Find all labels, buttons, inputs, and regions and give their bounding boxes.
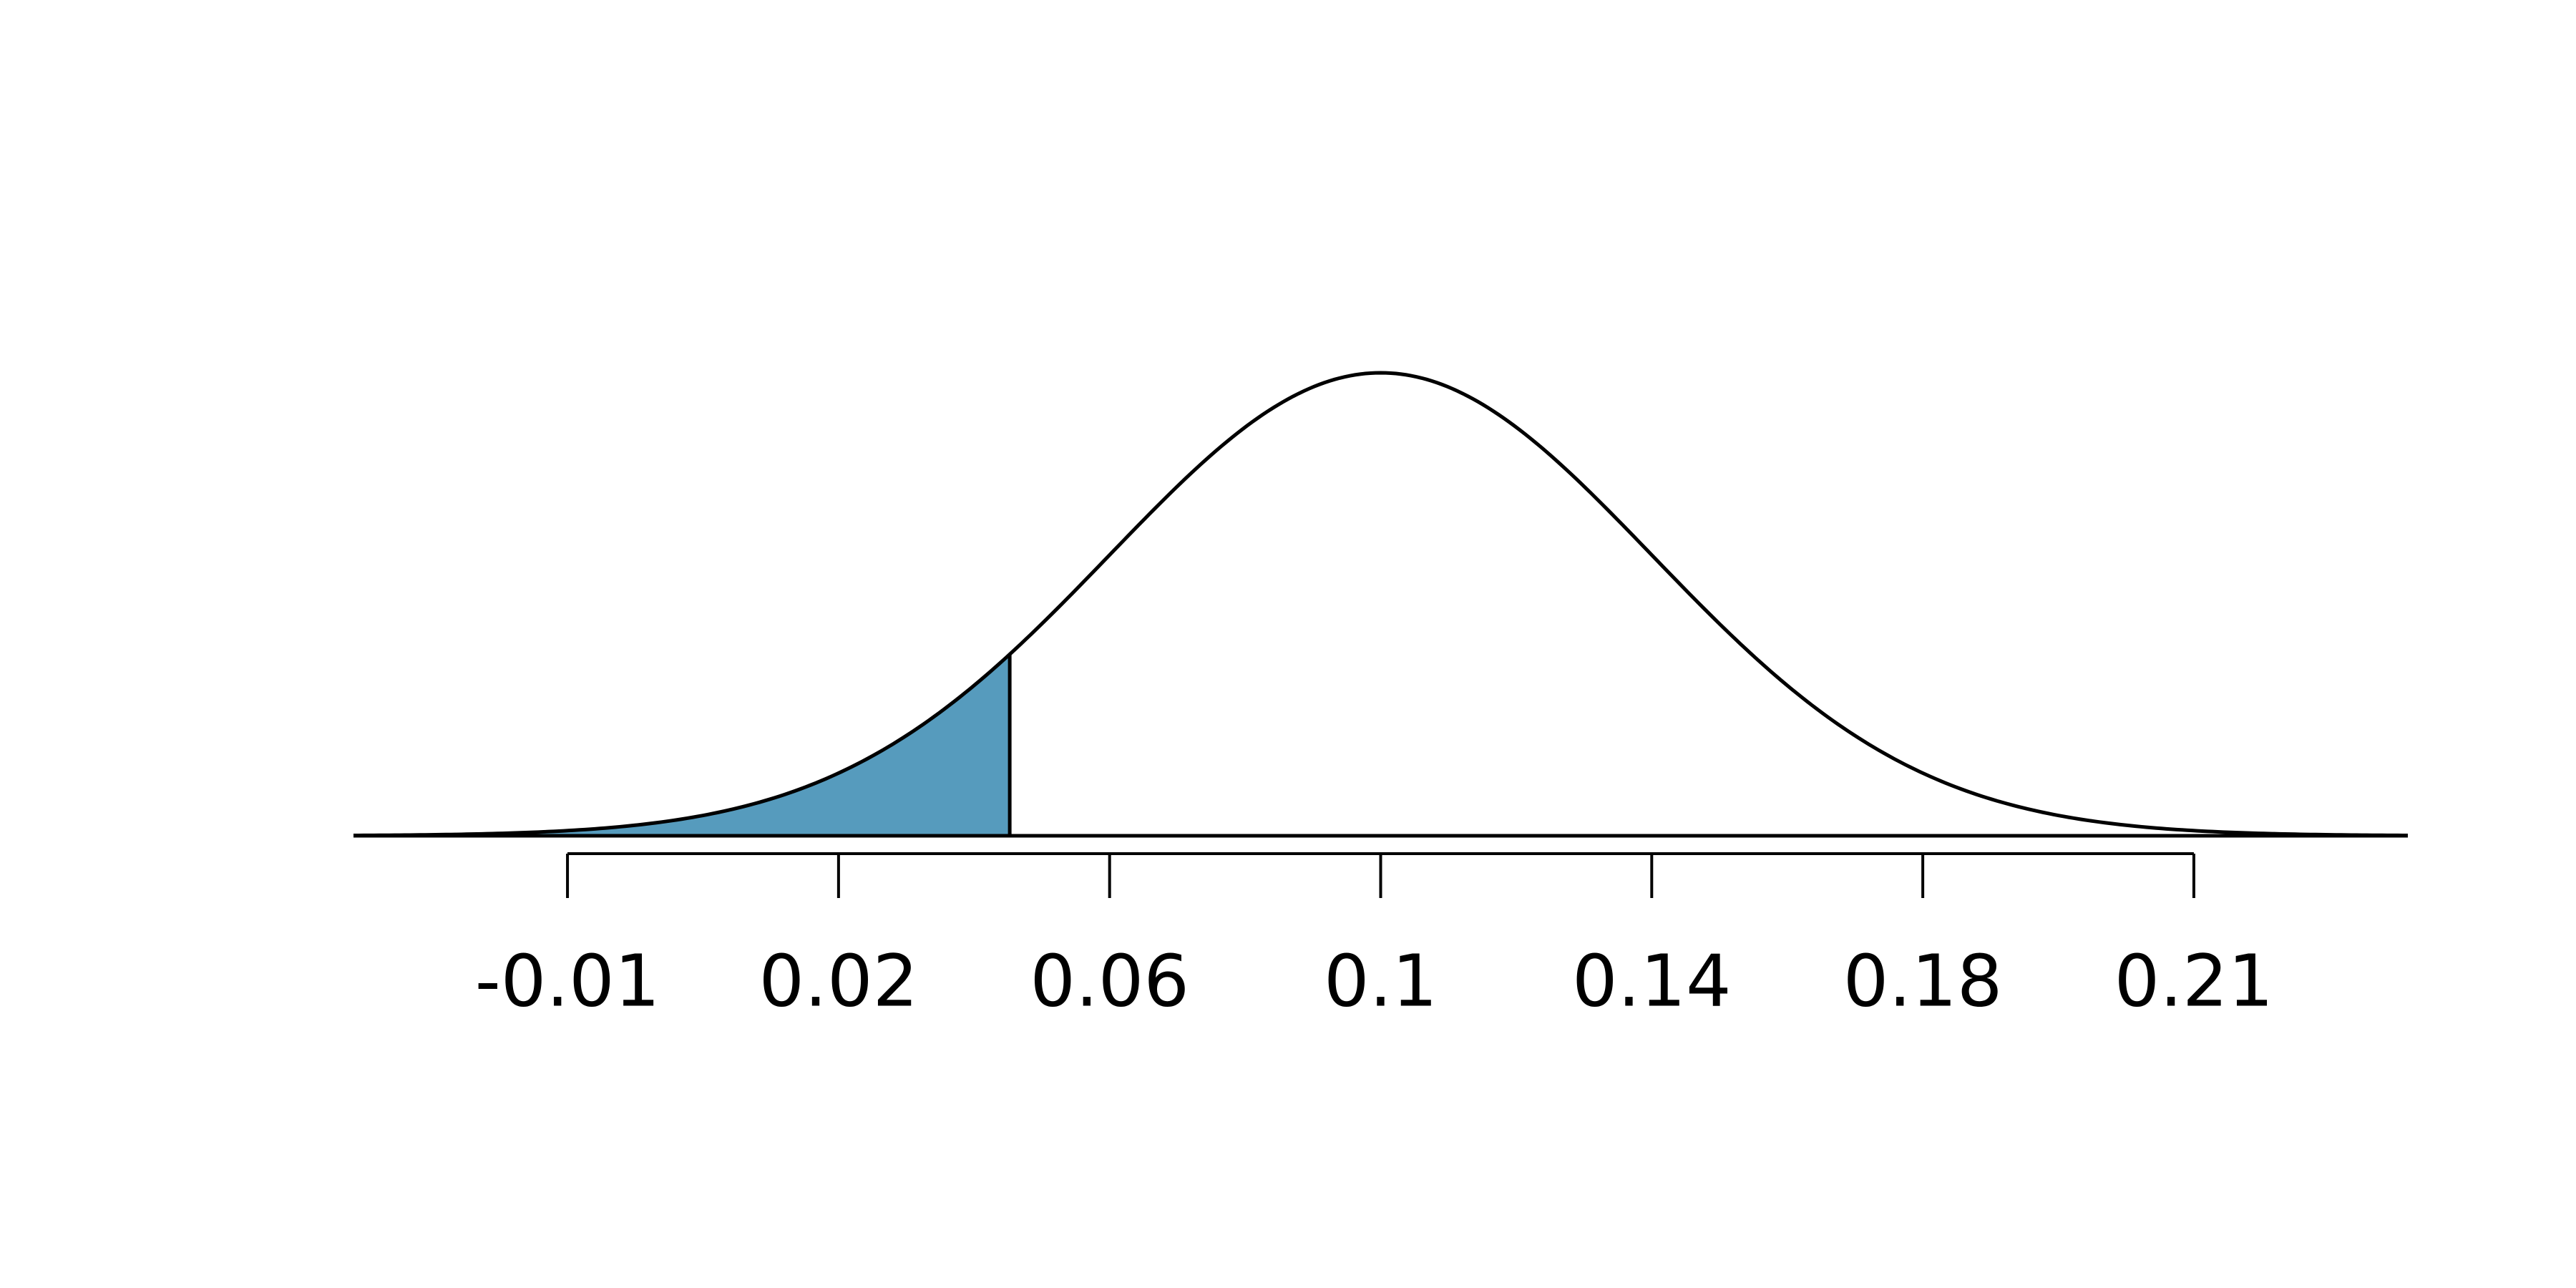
x-tick-label: 0.14 xyxy=(1572,939,1732,1023)
x-tick-label: 0.02 xyxy=(759,939,919,1023)
shaded-area xyxy=(353,654,1010,836)
x-tick-label: 0.06 xyxy=(1030,939,1189,1023)
x-tick-label: -0.01 xyxy=(475,939,660,1023)
x-tick-label: 0.18 xyxy=(1843,939,2003,1023)
density-curve xyxy=(353,371,2409,838)
x-tick-label: 0.1 xyxy=(1324,939,1438,1023)
x-tick-label: 0.21 xyxy=(2114,939,2274,1023)
